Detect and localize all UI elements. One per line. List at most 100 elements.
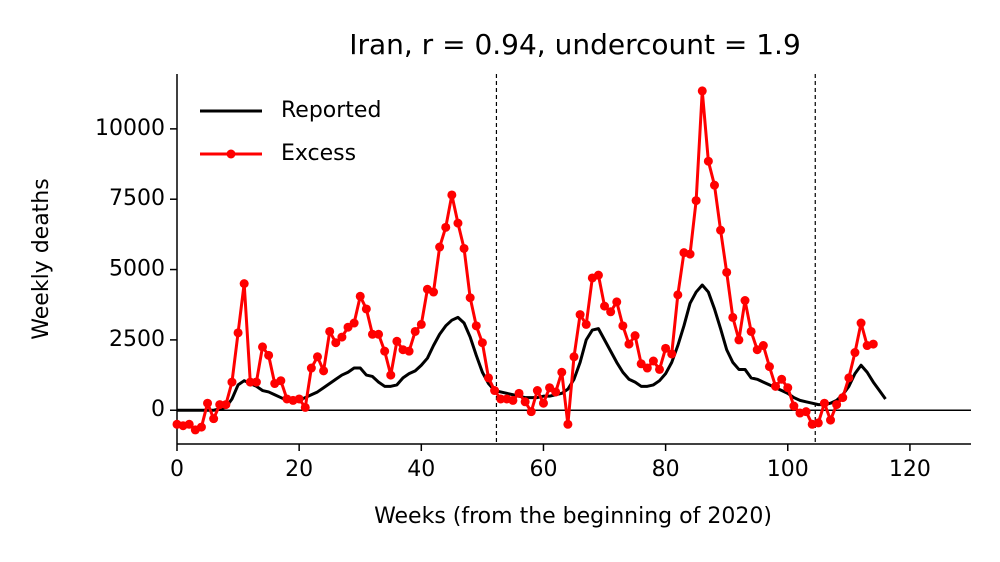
- marker: [728, 312, 738, 322]
- marker: [667, 349, 677, 359]
- x-tick-label: 0: [170, 457, 184, 482]
- marker: [526, 407, 536, 417]
- marker: [850, 348, 860, 358]
- marker: [685, 249, 695, 259]
- marker: [813, 418, 823, 428]
- marker: [429, 287, 439, 297]
- marker: [300, 402, 310, 412]
- marker: [716, 225, 726, 235]
- marker: [471, 321, 481, 331]
- marker: [868, 339, 878, 349]
- marker: [673, 290, 683, 300]
- marker: [838, 393, 848, 403]
- marker: [606, 307, 616, 317]
- marker: [819, 398, 829, 408]
- y-tick-label: 7500: [109, 186, 165, 211]
- marker: [758, 341, 768, 351]
- marker: [264, 350, 274, 360]
- marker: [557, 367, 567, 377]
- x-tick-label: 60: [529, 457, 557, 482]
- y-tick-label: 5000: [109, 257, 165, 282]
- chart-title: Iran, r = 0.94, undercount = 1.9: [349, 28, 801, 61]
- marker: [789, 401, 799, 411]
- marker: [416, 319, 426, 329]
- marker: [312, 352, 322, 362]
- marker: [477, 338, 487, 348]
- legend-label: Excess: [281, 141, 356, 166]
- marker: [361, 304, 371, 314]
- marker: [441, 222, 451, 232]
- x-axis-label: Weeks (from the beginning of 2020): [374, 504, 772, 529]
- marker: [209, 414, 219, 424]
- marker: [508, 395, 518, 405]
- marker: [642, 363, 652, 373]
- marker: [832, 400, 842, 410]
- marker: [239, 279, 249, 289]
- marker: [764, 362, 774, 372]
- marker: [233, 328, 243, 338]
- marker: [771, 381, 781, 391]
- legend-marker: [226, 149, 236, 159]
- x-tick-label: 80: [652, 457, 680, 482]
- y-tick-label: 0: [151, 397, 165, 422]
- marker: [404, 346, 414, 356]
- y-tick-label: 2500: [109, 327, 165, 352]
- marker: [331, 338, 341, 348]
- marker: [697, 86, 707, 96]
- marker: [612, 297, 622, 307]
- legend-label: Reported: [281, 98, 381, 123]
- marker: [355, 291, 365, 301]
- marker: [483, 373, 493, 383]
- marker: [221, 400, 231, 410]
- marker: [618, 321, 628, 331]
- marker: [783, 383, 793, 393]
- marker: [661, 343, 671, 353]
- marker: [801, 407, 811, 417]
- marker: [777, 374, 787, 384]
- marker: [465, 293, 475, 303]
- marker: [734, 335, 744, 345]
- marker: [196, 422, 206, 432]
- marker: [624, 339, 634, 349]
- y-tick-label: 10000: [95, 116, 165, 141]
- marker: [325, 326, 335, 336]
- marker: [569, 352, 579, 362]
- x-tick-label: 120: [889, 457, 931, 482]
- marker: [337, 332, 347, 342]
- marker: [306, 363, 316, 373]
- x-tick-label: 40: [407, 457, 435, 482]
- marker: [703, 156, 713, 166]
- y-axis-label: Weekly deaths: [29, 178, 54, 339]
- x-tick-label: 20: [285, 457, 313, 482]
- marker: [380, 346, 390, 356]
- marker: [184, 419, 194, 429]
- marker: [655, 364, 665, 374]
- marker: [453, 218, 463, 228]
- marker: [691, 196, 701, 206]
- marker: [740, 296, 750, 306]
- marker: [514, 388, 524, 398]
- marker: [435, 242, 445, 252]
- marker: [856, 318, 866, 328]
- marker: [844, 373, 854, 383]
- marker: [575, 310, 585, 320]
- marker: [722, 267, 732, 277]
- x-tick-label: 100: [767, 457, 809, 482]
- marker: [392, 336, 402, 346]
- marker: [746, 326, 756, 336]
- marker: [581, 319, 591, 329]
- marker: [630, 331, 640, 341]
- marker: [227, 377, 237, 387]
- marker: [410, 326, 420, 336]
- marker: [203, 398, 213, 408]
- marker: [538, 398, 548, 408]
- marker: [447, 190, 457, 200]
- marker: [386, 370, 396, 380]
- marker: [490, 386, 500, 396]
- marker: [563, 419, 573, 429]
- marker: [374, 329, 384, 339]
- marker: [600, 301, 610, 311]
- marker: [532, 386, 542, 396]
- marker: [709, 180, 719, 190]
